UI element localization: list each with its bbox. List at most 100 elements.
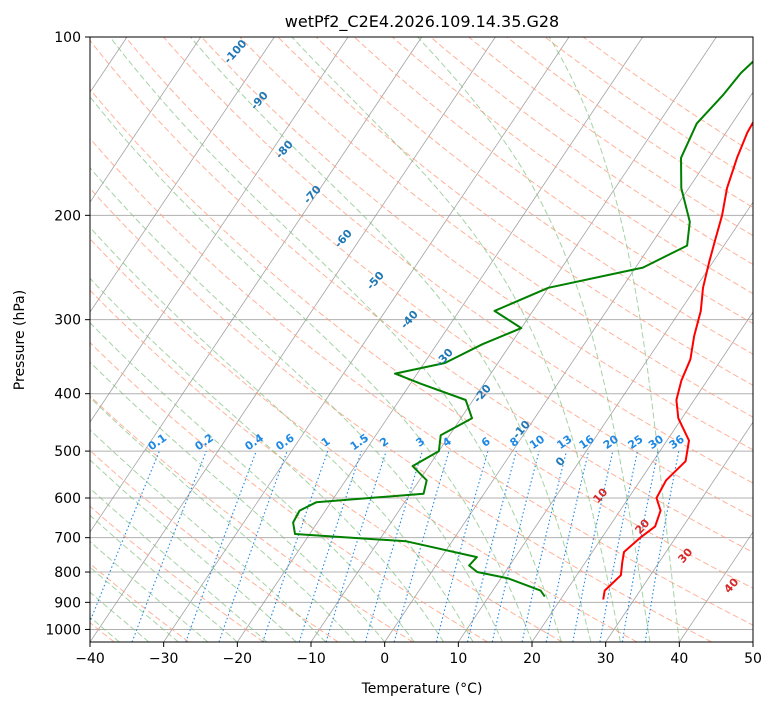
isotherm--50 xyxy=(90,37,423,533)
dry-adiabat-190 xyxy=(544,37,753,181)
dry-adiabat-60 xyxy=(90,88,753,589)
isotherm--70 xyxy=(90,37,275,313)
mixing-ratio-label: 30 xyxy=(646,432,666,452)
x-tick-label: 10 xyxy=(449,651,467,667)
dry-adiabat-140 xyxy=(353,37,753,325)
isotherm--60 xyxy=(90,37,349,423)
x-axis-title: Temperature (°C) xyxy=(361,681,483,697)
moist-adiabat-40 xyxy=(548,37,680,642)
mixing-ratio-line xyxy=(491,450,540,642)
x-tick-label: −10 xyxy=(296,651,326,667)
mixing-ratio-line xyxy=(393,450,450,642)
isotherm-30 xyxy=(605,421,753,642)
dry-adiabat-label: 0 xyxy=(553,454,568,469)
dry-adiabat-label: -40 xyxy=(398,308,421,332)
mixing-ratio-line xyxy=(644,450,680,642)
mixing-ratio-label: 0.2 xyxy=(193,431,216,453)
x-axis: −40 −30 −20 −10 0 10 20 30 40 50 xyxy=(75,642,762,667)
dry-adiabat-label: -70 xyxy=(301,183,324,207)
y-tick-label: 900 xyxy=(54,595,81,611)
y-axis: 100 200 300 400 500 600 700 800 900 1000 xyxy=(45,30,90,638)
x-tick-label: 50 xyxy=(744,651,762,667)
dry-adiabat--10 xyxy=(90,449,339,642)
mixing-ratio-label: 2 xyxy=(377,435,391,450)
dry-adiabat-160 xyxy=(430,37,753,265)
isotherm-40 xyxy=(679,531,753,642)
mixing-ratio-line xyxy=(90,450,160,623)
y-tick-label: 800 xyxy=(54,565,81,581)
y-tick-label: 200 xyxy=(54,208,81,224)
dry-adiabat-label: 30 xyxy=(675,545,695,565)
dry-adiabat--20 xyxy=(90,505,264,642)
plot-frame xyxy=(89,36,754,643)
moist-adiabat-8 xyxy=(90,277,445,642)
mixing-ratio-label: 0.6 xyxy=(273,431,297,453)
x-tick-label: 0 xyxy=(380,651,389,667)
y-tick-label: 400 xyxy=(54,387,81,403)
dry-adiabat-label: -50 xyxy=(364,269,387,293)
y-tick-label: 700 xyxy=(54,531,81,547)
mixing-ratio-label: 16 xyxy=(577,432,597,452)
dewpoint-profile-line xyxy=(292,60,753,598)
moist-adiabat-16 xyxy=(90,167,503,642)
chart-title: wetPf2_C2E4.2026.109.14.35.G28 xyxy=(285,12,559,32)
moist-adiabat-24 xyxy=(109,37,562,642)
dry-adiabat-150 xyxy=(392,37,753,295)
mixing-ratio-line xyxy=(435,450,489,642)
dry-adiabat-170 xyxy=(468,37,753,237)
mixing-ratio-line xyxy=(131,450,207,642)
dry-adiabat-label: 40 xyxy=(721,575,741,595)
mixing-ratio-label: 1 xyxy=(319,435,333,450)
dry-adiabat-label: -90 xyxy=(248,89,271,113)
x-tick-label: 20 xyxy=(523,651,541,667)
x-tick-label: −20 xyxy=(223,651,253,667)
moist-adiabat--28 xyxy=(90,566,179,642)
dry-adiabat-20 xyxy=(90,289,563,642)
mixing-ratio-line xyxy=(262,450,329,642)
dry-adiabat-120 xyxy=(277,37,753,386)
y-tick-label: 300 xyxy=(54,313,81,329)
y-axis-title: Pressure (hPa) xyxy=(12,290,28,390)
mixing-ratio-label: 0.4 xyxy=(243,431,267,453)
moist-adiabat--20 xyxy=(90,514,238,642)
dry-adiabat-110 xyxy=(239,37,753,418)
y-tick-label: 600 xyxy=(54,491,81,507)
temperature-profile-line xyxy=(602,120,753,600)
moist-adiabat-28 xyxy=(190,37,592,642)
dry-adiabat-100 xyxy=(201,37,753,451)
mixing-ratio-line xyxy=(185,450,257,642)
moist-adiabat-0 xyxy=(90,361,386,642)
mixing-ratio-line xyxy=(599,450,639,642)
isotherm--80 xyxy=(90,37,202,203)
moist-adiabat-12 xyxy=(90,226,474,642)
x-tick-label: 40 xyxy=(670,651,688,667)
mixing-ratio-line xyxy=(325,450,387,642)
sounding-lines xyxy=(292,60,753,600)
mixing-ratio-line xyxy=(298,450,363,642)
mixing-ratio-label: 3 xyxy=(414,435,428,450)
background-lines xyxy=(90,37,753,642)
dry-adiabat-label: -20 xyxy=(471,382,494,406)
x-tick-label: −30 xyxy=(149,651,179,667)
mixing-ratio-label: 20 xyxy=(601,432,621,452)
dry-adiabat-label: -60 xyxy=(332,227,355,251)
mixing-ratio-line xyxy=(545,450,590,642)
mixing-ratio-line xyxy=(218,450,288,642)
dry-adiabat-130 xyxy=(315,37,753,355)
mixing-ratio-line xyxy=(572,450,614,642)
moist-adiabat--16 xyxy=(90,487,268,642)
mixing-ratio-line xyxy=(364,450,423,642)
isotherm-20 xyxy=(531,311,753,642)
mixing-ratio-label: 4 xyxy=(440,435,454,450)
y-tick-label: 1000 xyxy=(45,622,81,638)
dry-adiabat-200 xyxy=(582,37,753,154)
moist-adiabat--24 xyxy=(90,540,209,642)
x-tick-label: 30 xyxy=(597,651,615,667)
isotherm--30 xyxy=(163,37,570,642)
dry-adiabat-30 xyxy=(90,238,638,642)
mixing-ratio-line xyxy=(521,450,568,642)
x-tick-label: −40 xyxy=(75,651,105,667)
mixing-ratio-line xyxy=(466,450,517,642)
isotherm-0 xyxy=(384,91,753,642)
